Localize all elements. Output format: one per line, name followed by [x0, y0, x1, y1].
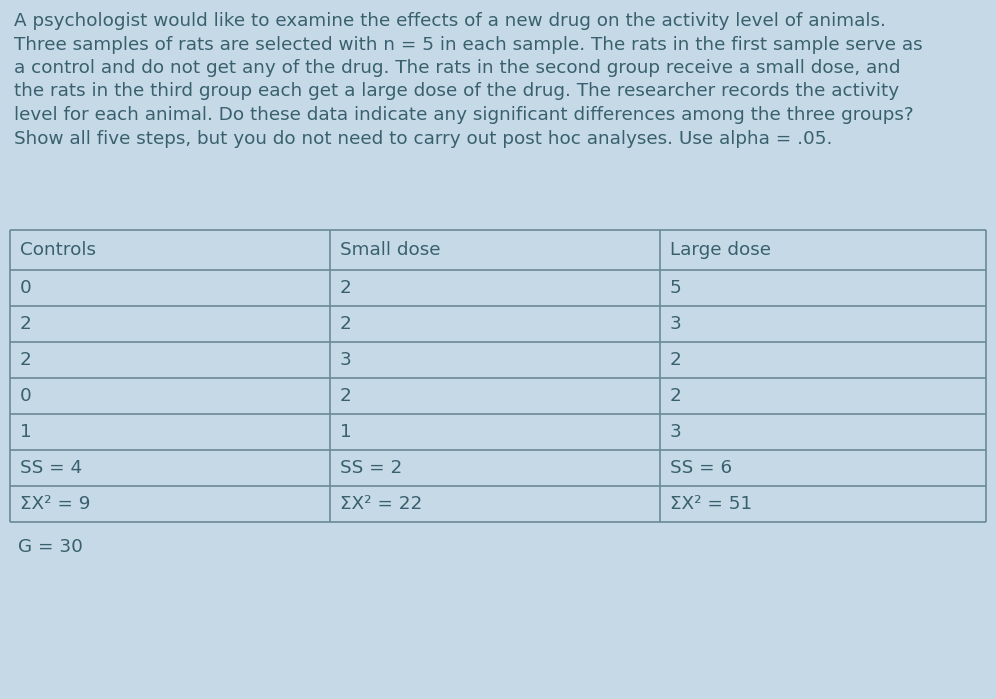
Text: level for each animal. Do these data indicate any significant differences among : level for each animal. Do these data ind…: [14, 106, 913, 124]
Text: G = 30: G = 30: [18, 538, 83, 556]
Text: 2: 2: [670, 387, 681, 405]
Text: 3: 3: [340, 351, 352, 369]
Text: Show all five steps, but you do not need to carry out post hoc analyses. Use alp: Show all five steps, but you do not need…: [14, 129, 833, 147]
Text: the rats in the third group each get a large dose of the drug. The researcher re: the rats in the third group each get a l…: [14, 82, 899, 101]
Text: 1: 1: [20, 423, 32, 441]
Text: 2: 2: [340, 279, 352, 297]
Text: 3: 3: [670, 315, 681, 333]
Text: Controls: Controls: [20, 241, 96, 259]
Text: SS = 4: SS = 4: [20, 459, 82, 477]
Text: a control and do not get any of the drug. The rats in the second group receive a: a control and do not get any of the drug…: [14, 59, 900, 77]
Text: ΣX² = 9: ΣX² = 9: [20, 495, 91, 513]
Text: ΣX² = 22: ΣX² = 22: [340, 495, 422, 513]
Text: ΣX² = 51: ΣX² = 51: [670, 495, 752, 513]
Text: Three samples of rats are selected with n = 5 in each sample. The rats in the fi: Three samples of rats are selected with …: [14, 36, 922, 54]
Text: 2: 2: [670, 351, 681, 369]
Text: 2: 2: [20, 351, 32, 369]
Text: A psychologist would like to examine the effects of a new drug on the activity l: A psychologist would like to examine the…: [14, 12, 885, 30]
Text: SS = 2: SS = 2: [340, 459, 402, 477]
Text: 5: 5: [670, 279, 681, 297]
Text: Small dose: Small dose: [340, 241, 440, 259]
Text: 0: 0: [20, 387, 32, 405]
Text: Large dose: Large dose: [670, 241, 771, 259]
Text: 2: 2: [340, 315, 352, 333]
Text: 2: 2: [20, 315, 32, 333]
Text: 1: 1: [340, 423, 352, 441]
Text: 3: 3: [670, 423, 681, 441]
Text: 2: 2: [340, 387, 352, 405]
Text: SS = 6: SS = 6: [670, 459, 732, 477]
Text: 0: 0: [20, 279, 32, 297]
